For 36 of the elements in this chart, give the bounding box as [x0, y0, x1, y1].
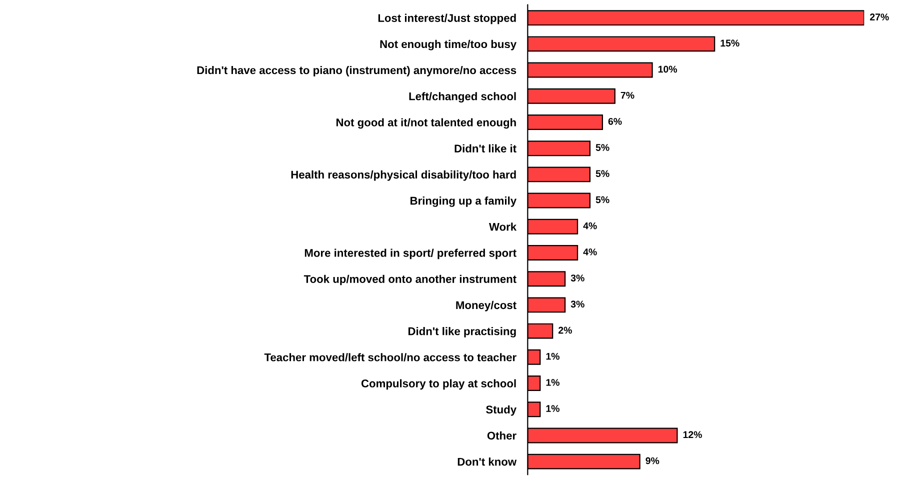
y-tick-label: Didn't like it [454, 144, 516, 152]
data-label: 12% [683, 431, 702, 438]
y-tick-label: Bringing up a family [410, 196, 517, 207]
data-label: 6% [608, 118, 622, 125]
data-label: 4% [583, 248, 597, 256]
y-tick-label: Took up/moved onto another instrument [304, 274, 516, 286]
data-label: 5% [596, 196, 610, 204]
data-label: 1% [546, 405, 560, 412]
data-label: 5% [596, 170, 610, 178]
y-tick-label: Left/changed school [409, 92, 516, 103]
y-tick-label: Lost interest/Just stopped [378, 14, 516, 24]
y-tick-label: Not good at it/not talented enough [336, 118, 516, 129]
data-label: 1% [546, 352, 560, 360]
data-label: 27% [870, 14, 889, 20]
y-tick-label: Compulsory to play at school [361, 379, 516, 390]
data-label: 9% [646, 457, 660, 464]
y-tick-label: Study [486, 405, 516, 416]
y-tick-label: Other [487, 431, 516, 440]
data-label: 2% [558, 326, 572, 334]
y-tick-label: Money/cost [456, 300, 516, 312]
data-label: 3% [570, 300, 584, 308]
y-tick-label: Work [488, 222, 517, 231]
data-label: 4% [583, 222, 597, 230]
data-label: 3% [570, 274, 584, 282]
y-tick-label: Teacher moved/left school/no access to teacher [264, 353, 516, 362]
data-label: 5% [596, 144, 610, 151]
data-label: 1% [546, 379, 560, 386]
y-tick-label: Didn't like practising [408, 327, 516, 338]
y-tick-label: Health reasons/physical disability/too hard [291, 170, 516, 181]
y-tick-label: Didn't have access to piano (instrument) anymore/no access [197, 66, 516, 76]
y-tick-label: Not enough time/too busy [380, 40, 517, 50]
y-tick-label: More interested in sport/ preferred sport [304, 248, 516, 260]
y-tick-label: Don't know [458, 458, 517, 466]
data-label: 15% [720, 40, 740, 47]
data-label: 7% [620, 92, 634, 99]
data-label: 10% [658, 66, 678, 73]
